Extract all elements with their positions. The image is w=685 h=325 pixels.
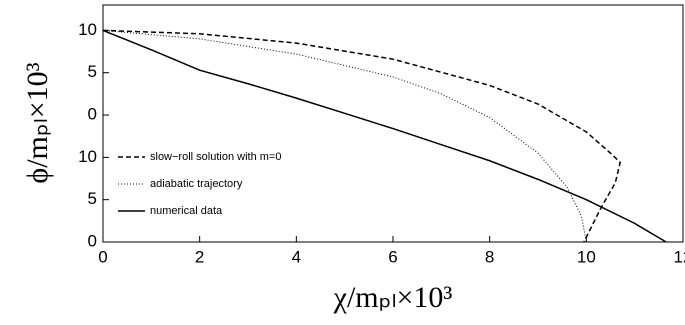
x-tick-label: 0 [98, 247, 107, 266]
y-tick-label: 5 [88, 189, 97, 208]
y-tick-label: 10 [78, 20, 97, 39]
legend-label: slow−roll solution with m=0 [150, 151, 281, 163]
line-series [102, 29, 667, 243]
line-series [102, 29, 621, 243]
x-axis-label: χ/mₚₗ×10³ [333, 281, 453, 314]
legend-label: adiabatic trajectory [150, 178, 243, 190]
x-tick-label: 4 [292, 247, 301, 266]
x-tick-label: 2 [195, 247, 204, 266]
line-series [102, 29, 587, 243]
y-axis-label: ϕ/mₚₗ×10³ [21, 62, 54, 183]
x-tick-label: 8 [485, 247, 494, 266]
legend-label: numerical data [150, 205, 223, 217]
y-tick-label: 0 [88, 105, 97, 124]
x-tick-label: 10 [577, 247, 596, 266]
y-tick-label: 5 [88, 62, 97, 81]
y-tick-label: 10 [78, 147, 97, 166]
x-tick-label: 12 [674, 247, 685, 266]
x-tick-label: 6 [388, 247, 397, 266]
y-tick-label: 0 [88, 231, 97, 250]
